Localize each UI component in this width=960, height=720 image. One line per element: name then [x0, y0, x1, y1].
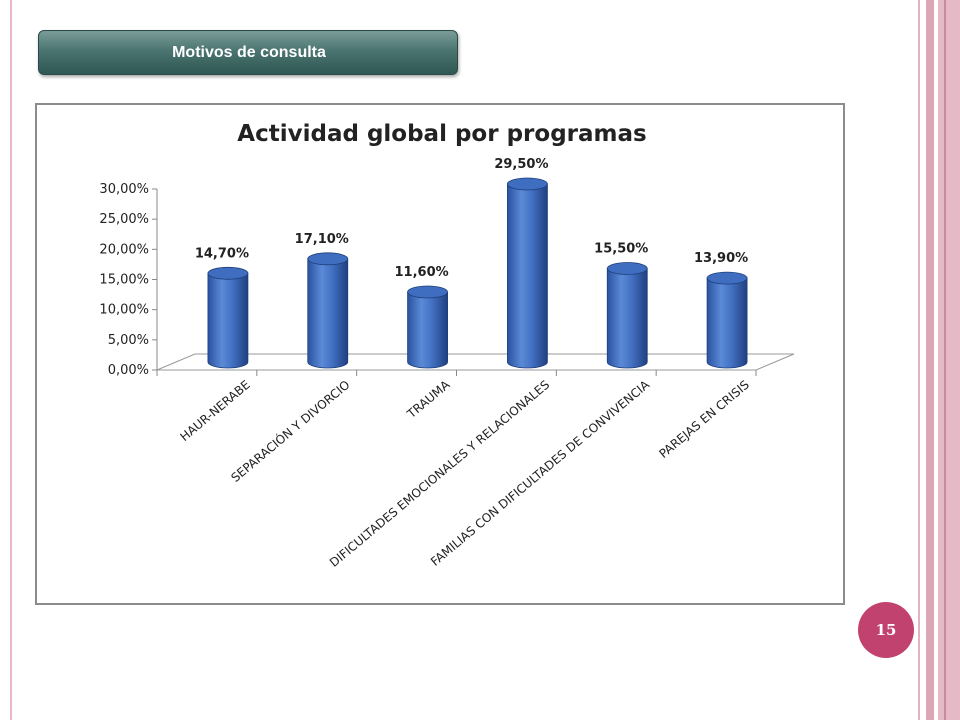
data-label: 11,60% [395, 265, 449, 280]
bar-top [207, 266, 249, 280]
right-decorative-band [944, 0, 946, 720]
y-tick-label: 25,00% [99, 212, 149, 227]
bar [207, 266, 249, 369]
data-label: 17,10% [295, 232, 349, 247]
bar-body [507, 183, 548, 369]
bar [507, 177, 548, 369]
y-tick-label: 5,00% [108, 333, 149, 348]
right-decorative-band [926, 0, 934, 720]
bar-chart: Actividad global por programas 0,00% 5,00… [99, 121, 795, 570]
data-label: 29,50% [494, 157, 548, 172]
bar-top [307, 252, 349, 266]
bar-top [706, 271, 748, 285]
y-tick-label: 10,00% [99, 303, 149, 318]
bar-body [207, 272, 249, 369]
title-banner: Motivos de consulta [38, 30, 458, 75]
bar [307, 252, 349, 369]
y-tick-label: 20,00% [99, 242, 149, 257]
right-decorative-band [938, 0, 960, 720]
bar-top [507, 177, 548, 191]
y-tick-label: 30,00% [99, 182, 149, 197]
bar-body [606, 268, 648, 369]
chart-floor [156, 353, 795, 371]
bar [706, 271, 748, 369]
bar-top [606, 262, 648, 275]
chart-title: Actividad global por programas [237, 121, 646, 147]
x-category-label: PAREJAS EN CRISIS [656, 378, 752, 461]
slide-title: Motivos de consulta [172, 44, 326, 61]
data-label: 15,50% [594, 241, 648, 256]
left-decorative-rule [10, 0, 12, 720]
data-label: 13,90% [694, 251, 748, 266]
page-number-badge: 15 [858, 602, 914, 658]
y-tick-label: 0,00% [108, 363, 149, 378]
x-category-label: TRAUMA [404, 377, 453, 421]
bar-top [407, 285, 448, 299]
bar-body [706, 277, 748, 369]
x-category-label: FAMILIAS CON DIFICULTADES DE CONVIVENCIA [428, 377, 653, 569]
x-category-label: DIFICULTADES EMOCIONALES Y RELACIONALES [327, 378, 552, 570]
bar [606, 262, 648, 369]
y-tick-label: 15,00% [99, 273, 149, 288]
right-decorative-band [918, 0, 920, 720]
bar-body [407, 291, 448, 369]
data-label: 14,70% [195, 246, 249, 261]
bar-body [307, 258, 349, 369]
chart-frame: Actividad global por programas 0,00% 5,00… [35, 103, 845, 605]
bar [407, 285, 448, 369]
x-category-label: HAUR-NERABE [177, 378, 252, 444]
